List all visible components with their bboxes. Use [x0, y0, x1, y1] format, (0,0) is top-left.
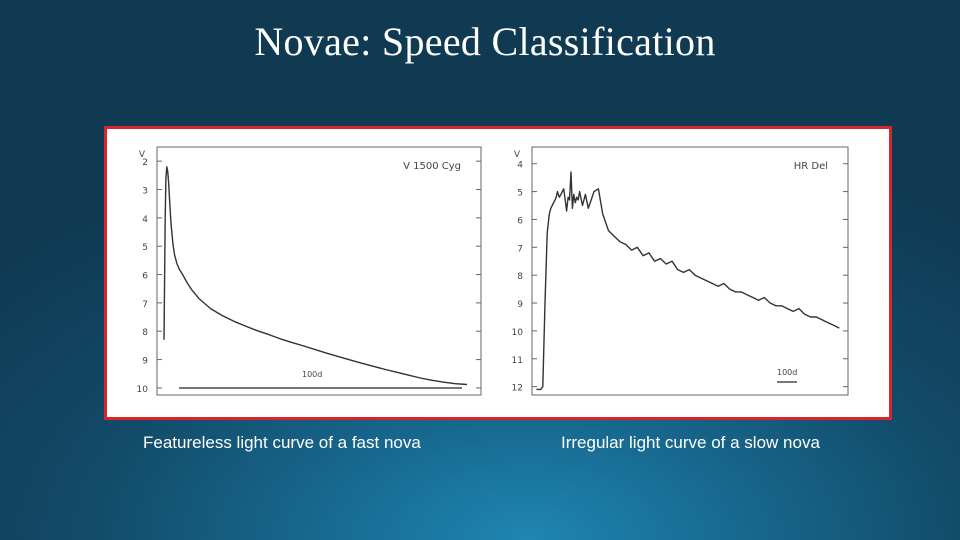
y-axis-label-1: V [139, 150, 146, 160]
caption-fast-nova: Featureless light curve of a fast nova [143, 433, 421, 452]
y-tick-label-2-5: 5 [517, 189, 523, 199]
y-tick-label-1-8: 8 [142, 328, 148, 338]
y-tick-label-1-9: 9 [142, 357, 148, 367]
y-tick-label-2-7: 7 [517, 244, 523, 254]
y-tick-label-2-11: 11 [512, 356, 523, 366]
y-tick-label-2-9: 9 [517, 300, 523, 310]
y-tick-label-1-10: 10 [137, 385, 149, 395]
plot-frame-1 [156, 146, 482, 396]
star-name-2: HR Del [794, 161, 828, 172]
y-tick-label-2-8: 8 [517, 272, 523, 282]
slide-title: Novae: Speed Classification [254, 19, 716, 64]
y-tick-label-1-7: 7 [142, 300, 148, 310]
y-tick-label-1-2: 2 [142, 158, 148, 168]
scale-bar-label-1: 100d [302, 370, 322, 379]
y-tick-label-2-10: 10 [512, 328, 524, 338]
plot-frame-2 [531, 146, 849, 396]
light-curves-frame: 2 3 4 5 6 7 8 9 10 V V 1500 Cyg 100d 4 5 6 7 8 9 10 11 12 V HR… [104, 126, 892, 420]
y-tick-label-1-6: 6 [142, 272, 148, 282]
y-tick-label-2-4: 4 [517, 161, 523, 171]
y-tick-label-1-4: 4 [142, 215, 148, 225]
y-tick-label-1-3: 3 [142, 187, 148, 197]
star-name-1: V 1500 Cyg [403, 161, 461, 172]
y-tick-label-2-12: 12 [512, 384, 523, 394]
y-axis-label-2: V [514, 150, 521, 160]
y-tick-label-2-6: 6 [517, 216, 523, 226]
light-curve-1 [163, 166, 468, 386]
caption-slow-nova: Irregular light curve of a slow nova [561, 433, 820, 452]
light-curve-2 [536, 171, 840, 391]
light-curves-svg: 2 3 4 5 6 7 8 9 10 V V 1500 Cyg 100d 4 5 6 7 8 9 10 11 12 V HR… [137, 146, 849, 396]
y-tick-label-1-5: 5 [142, 243, 148, 253]
scale-bar-label-2: 100d [777, 368, 797, 377]
